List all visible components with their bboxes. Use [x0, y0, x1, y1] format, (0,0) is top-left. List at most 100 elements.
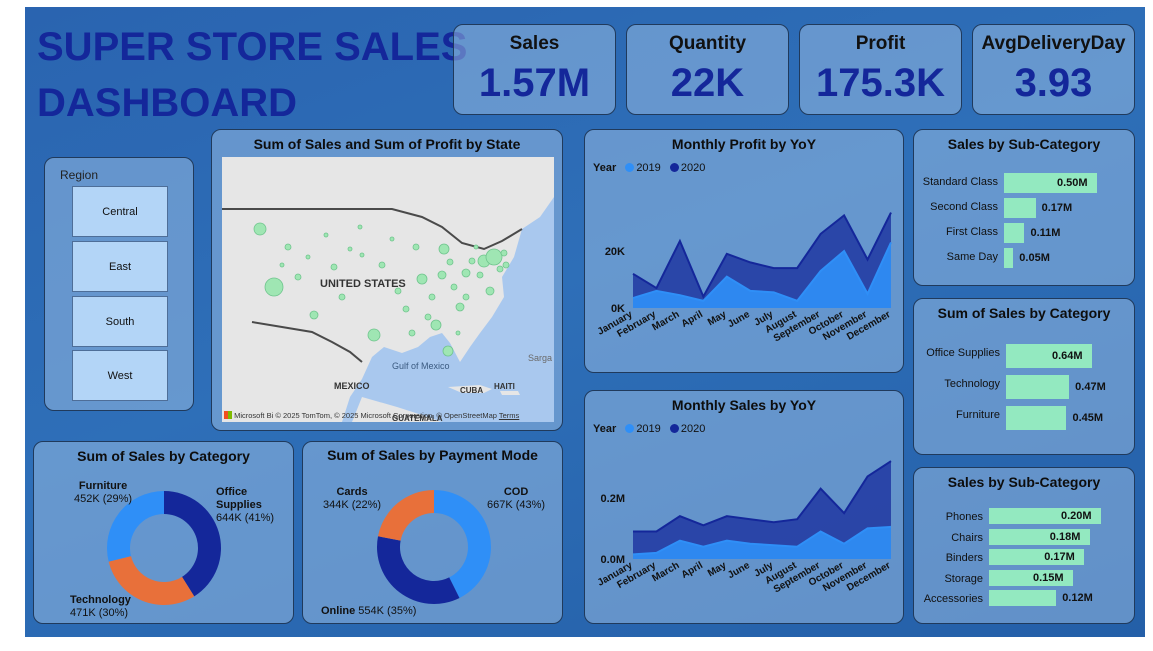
bar-fill[interactable]	[989, 549, 1085, 565]
map-bubble[interactable]	[500, 249, 508, 257]
map-bubble[interactable]	[402, 305, 410, 313]
map-viewport[interactable]: UNITED STATES MEXICO Gulf of Mexico CUBA…	[222, 157, 554, 422]
map-bubble[interactable]	[378, 261, 386, 269]
map-bubble[interactable]	[367, 328, 381, 342]
bar-fill[interactable]	[989, 590, 1057, 606]
bar-fill[interactable]	[989, 508, 1101, 524]
map-bubble[interactable]	[437, 270, 447, 280]
region-option-west[interactable]: West	[72, 350, 168, 401]
bar-fill[interactable]	[1006, 406, 1067, 430]
kpi-card-quantity[interactable]: Quantity 22K	[626, 24, 789, 115]
bar-fill[interactable]	[1004, 173, 1097, 193]
bar-row[interactable]: Accessories 0.12M	[914, 590, 1136, 610]
map-bubble[interactable]	[309, 310, 319, 320]
subcategory-bars[interactable]: Phones 0.20M Chairs 0.18M Binders 0.17M Storag…	[914, 508, 1136, 618]
region-option-south[interactable]: South	[72, 296, 168, 347]
category-bars[interactable]: Office Supplies 0.64M Technology 0.47M Furni…	[914, 344, 1136, 444]
map-bubble[interactable]	[347, 246, 353, 252]
map-bubble[interactable]	[428, 293, 436, 301]
kpi-card-sales[interactable]: Sales 1.57M	[453, 24, 616, 115]
map-bubble[interactable]	[357, 224, 363, 230]
map-bubble[interactable]	[294, 273, 302, 281]
map-bubble[interactable]	[468, 257, 476, 265]
kpi-card-profit[interactable]: Profit 175.3K	[799, 24, 962, 115]
bar-value-label: 0.11M	[1030, 227, 1061, 239]
map-bubble[interactable]	[305, 254, 311, 260]
map-bubble[interactable]	[455, 302, 465, 312]
bar-row[interactable]: Same Day 0.05M	[914, 248, 1136, 268]
map-bubble[interactable]	[485, 248, 503, 266]
map-terms-link[interactable]: Terms	[498, 411, 520, 420]
bar-value-label: 0.20M	[1061, 510, 1092, 522]
bar-fill[interactable]	[1004, 223, 1025, 243]
map-bubble[interactable]	[461, 268, 471, 278]
payment-donut-chart[interactable]	[303, 442, 564, 625]
bar-row[interactable]: Second Class 0.17M	[914, 198, 1136, 218]
region-option-east[interactable]: East	[72, 241, 168, 292]
line-series-2020	[633, 460, 892, 533]
donut-slice-technology[interactable]	[108, 556, 195, 605]
map-bubble[interactable]	[485, 286, 495, 296]
donut-label-office-supplies: Office Supplies 644K (41%)	[216, 486, 293, 525]
bar-fill[interactable]	[989, 528, 1090, 545]
donut-slice-office-supplies[interactable]	[164, 491, 221, 597]
bar-row[interactable]: Office Supplies 0.64M	[914, 344, 1136, 368]
map-bubble[interactable]	[284, 243, 292, 251]
map-bubble[interactable]	[442, 345, 454, 357]
map-bubble[interactable]	[430, 319, 442, 331]
region-option-central[interactable]: Central	[72, 186, 168, 237]
category-donut-title: Sum of Sales by Category	[77, 448, 250, 464]
map-bubble[interactable]	[408, 329, 416, 337]
map-bubble[interactable]	[496, 265, 504, 273]
map-bubble[interactable]	[279, 262, 285, 268]
map-bubble[interactable]	[473, 244, 479, 250]
map-border-canada-us	[222, 208, 523, 251]
bar-row[interactable]: Technology 0.47M	[914, 375, 1136, 399]
map-bubble[interactable]	[476, 271, 484, 279]
bar-value-label: 0.64M	[1052, 350, 1083, 362]
kpi-card-avg-delivery[interactable]: AvgDeliveryDay 3.93	[972, 24, 1135, 115]
map-bubble[interactable]	[264, 277, 284, 297]
bar-row[interactable]: Chairs 0.18M	[914, 528, 1136, 549]
x-tick-label: May	[706, 560, 729, 579]
bar-category-label: Office Supplies	[926, 347, 1000, 359]
map-bubble[interactable]	[323, 232, 329, 238]
map-bubble[interactable]	[462, 293, 470, 301]
donut-slice-online[interactable]	[377, 536, 460, 604]
map-bubble[interactable]	[424, 313, 432, 321]
map-bubble[interactable]	[446, 258, 454, 266]
bar-fill[interactable]	[989, 569, 1073, 586]
bar-row[interactable]: Phones 0.20M	[914, 508, 1136, 528]
map-bubble[interactable]	[330, 263, 338, 271]
bar-fill[interactable]	[1004, 248, 1014, 268]
category-donut-chart[interactable]	[34, 442, 295, 625]
ship-mode-bars[interactable]: Standard Class 0.50M Second Class 0.17M Firs…	[914, 173, 1136, 273]
bar-row[interactable]: Storage 0.15M	[914, 569, 1136, 590]
map-bubble[interactable]	[416, 273, 428, 285]
bar-row[interactable]: Furniture 0.45M	[914, 406, 1136, 430]
donut-slice-furniture[interactable]	[107, 491, 164, 562]
map-bubble[interactable]	[389, 236, 395, 242]
map-bubble[interactable]	[502, 261, 510, 269]
bar-fill[interactable]	[1006, 375, 1070, 399]
legend-dot-2019	[625, 163, 635, 172]
bar-fill[interactable]	[1006, 344, 1092, 368]
map-bubble[interactable]	[394, 287, 402, 295]
map-bubble[interactable]	[338, 293, 346, 301]
donut-slice-cards[interactable]	[378, 490, 434, 541]
bar-row[interactable]: Binders 0.17M	[914, 549, 1136, 569]
donut-slice-cod[interactable]	[434, 490, 491, 598]
map-bubble[interactable]	[455, 330, 461, 336]
donut-label-value: 452K (29%)	[74, 493, 133, 505]
area-series-2019[interactable]	[633, 242, 891, 308]
bar-row[interactable]: First Class 0.11M	[914, 223, 1136, 243]
bar-row[interactable]: Standard Class 0.50M	[914, 173, 1136, 193]
map-bubble[interactable]	[359, 252, 365, 258]
map-bubble[interactable]	[450, 283, 458, 291]
map-bubble[interactable]	[438, 243, 450, 255]
bar-fill[interactable]	[1004, 198, 1036, 218]
map-bubble[interactable]	[412, 243, 420, 251]
map-bubble[interactable]	[253, 222, 267, 236]
